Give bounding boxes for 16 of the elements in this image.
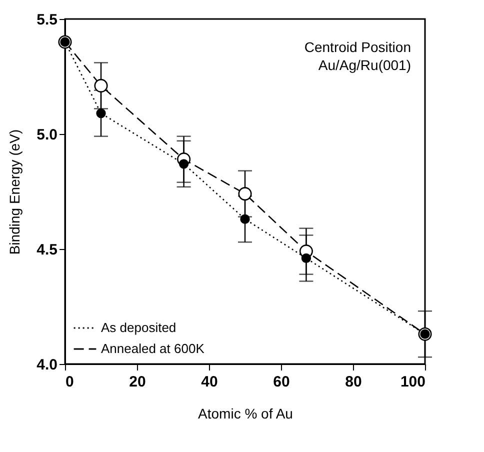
x-tick-label: 40 xyxy=(201,374,218,390)
x-tick-label: 80 xyxy=(345,374,362,390)
legend-label: As deposited xyxy=(101,320,176,335)
y-tick-label: 5.5 xyxy=(36,12,58,28)
legend-label: Annealed at 600K xyxy=(101,341,205,356)
x-tick-label: 20 xyxy=(129,374,146,390)
y-tick-label: 5.0 xyxy=(36,126,58,144)
x-tick-label: 60 xyxy=(273,374,290,390)
x-tick-label: 0 xyxy=(66,374,74,390)
y-axis-title: Binding Energy (eV) xyxy=(6,129,23,255)
x-tick-label: 100 xyxy=(400,374,426,390)
annotation: Au/Ag/Ru(001) xyxy=(318,57,411,73)
x-axis-title: Atomic % of Au xyxy=(198,406,293,422)
annotation: Centroid Position xyxy=(304,39,411,55)
y-tick-label: 4.5 xyxy=(36,242,58,258)
y-tick-label: 4.0 xyxy=(36,356,58,374)
